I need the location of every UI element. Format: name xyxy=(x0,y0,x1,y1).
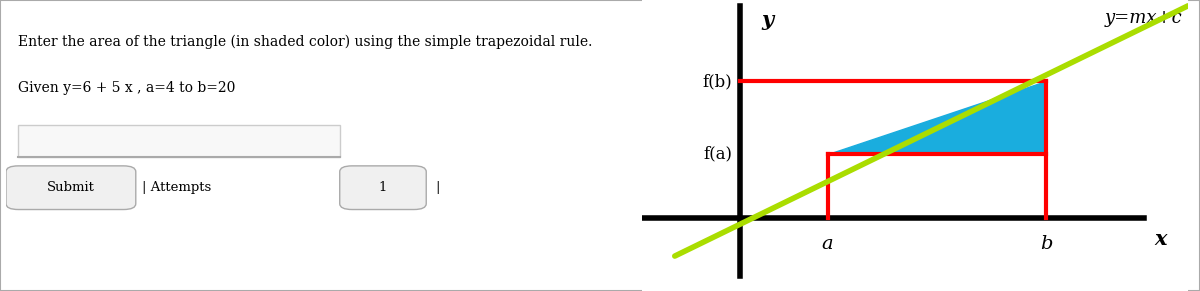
Text: Submit: Submit xyxy=(47,181,95,194)
FancyBboxPatch shape xyxy=(18,125,340,157)
Text: Enter the area of the triangle (in shaded color) using the simple trapezoidal ru: Enter the area of the triangle (in shade… xyxy=(18,35,593,49)
Polygon shape xyxy=(828,81,1046,154)
Text: y: y xyxy=(762,10,774,30)
Text: |: | xyxy=(436,181,440,194)
Text: x: x xyxy=(1154,229,1166,249)
Text: y=mx+c: y=mx+c xyxy=(1105,9,1182,27)
Text: | Attempts: | Attempts xyxy=(142,181,211,194)
Text: f(b): f(b) xyxy=(702,73,732,90)
Text: f(a): f(a) xyxy=(703,146,732,163)
FancyBboxPatch shape xyxy=(340,166,426,210)
Text: 1: 1 xyxy=(379,181,388,194)
FancyBboxPatch shape xyxy=(6,166,136,210)
Text: a: a xyxy=(822,235,834,253)
Text: b: b xyxy=(1039,235,1052,253)
Text: Given y=6 + 5 x , a=4 to b=20: Given y=6 + 5 x , a=4 to b=20 xyxy=(18,81,235,95)
